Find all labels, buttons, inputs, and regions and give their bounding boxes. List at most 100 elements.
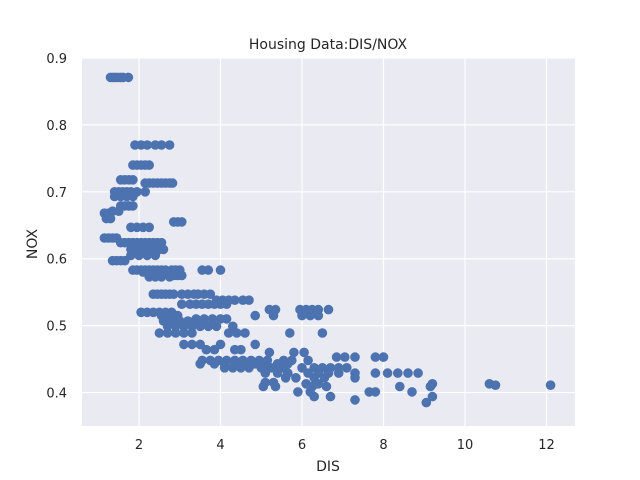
scatter-point xyxy=(264,347,275,358)
scatter-point xyxy=(250,310,260,321)
scatter-point xyxy=(144,160,154,170)
y-tick-label: 0.4 xyxy=(46,387,67,402)
scatter-point xyxy=(370,352,381,362)
x-axis-label: DIS xyxy=(316,459,340,475)
scatter-point xyxy=(425,381,436,392)
scatter-points xyxy=(99,72,556,408)
scatter-point xyxy=(280,373,291,383)
scatter-point xyxy=(128,175,138,185)
scatter-point xyxy=(128,191,138,202)
scatter-point xyxy=(260,368,271,378)
scatter-point xyxy=(168,289,179,300)
scatter-point xyxy=(340,352,350,362)
scatter-point xyxy=(407,387,417,397)
scatter-point xyxy=(134,250,144,261)
scatter-point xyxy=(370,387,381,397)
scatter-point xyxy=(317,328,328,338)
scatter-point xyxy=(382,368,393,378)
scatter-point xyxy=(179,321,189,332)
scatter-point xyxy=(223,328,234,338)
scatter-point xyxy=(545,380,556,391)
scatter-point xyxy=(293,387,303,397)
scatter-point xyxy=(323,304,334,315)
x-tick-label: 2 xyxy=(135,438,143,453)
scatter-point xyxy=(128,201,138,211)
scatter-point xyxy=(378,352,389,362)
y-tick-label: 0.6 xyxy=(46,253,67,268)
scatter-point xyxy=(209,344,220,355)
scatter-point xyxy=(179,339,189,350)
scatter-point xyxy=(123,72,134,83)
scatter-point xyxy=(272,368,283,378)
scatter-point xyxy=(250,339,260,350)
scatter-point xyxy=(393,368,403,378)
scatter-point xyxy=(164,140,175,150)
scatter-point xyxy=(154,328,165,338)
scatter-point xyxy=(140,187,150,197)
scatter-point xyxy=(203,265,214,275)
scatter-point xyxy=(207,314,218,324)
scatter-point xyxy=(321,381,332,392)
scatter-point xyxy=(209,359,220,369)
scatter-point xyxy=(268,310,279,321)
scatter-point xyxy=(221,299,232,310)
x-tick-label: 12 xyxy=(538,438,555,453)
scatter-point xyxy=(319,373,330,383)
y-tick-label: 0.8 xyxy=(46,119,67,134)
scatter-point xyxy=(201,344,212,355)
scatter-point xyxy=(291,373,301,383)
scatter-point xyxy=(350,395,360,405)
scatter-point xyxy=(236,363,246,373)
scatter-point xyxy=(170,321,181,332)
scatter-point xyxy=(289,347,299,358)
scatter-point xyxy=(195,359,205,369)
scatter-point xyxy=(205,289,216,300)
scatter-point xyxy=(187,328,197,338)
scatter-point xyxy=(258,381,269,392)
scatter-point xyxy=(199,314,209,324)
scatter-point xyxy=(120,255,130,266)
scatter-point xyxy=(342,363,352,373)
scatter-point xyxy=(228,363,238,373)
scatter-point xyxy=(244,363,254,373)
scatter-point xyxy=(370,368,381,378)
scatter-point xyxy=(187,339,197,350)
scatter-point xyxy=(203,321,214,332)
scatter-point xyxy=(285,328,295,338)
scatter-point xyxy=(156,272,167,282)
scatter-point xyxy=(297,310,307,321)
scatter-point xyxy=(490,380,501,391)
y-tick-label: 0.7 xyxy=(46,186,67,201)
scatter-point xyxy=(232,328,242,338)
scatter-point xyxy=(162,328,173,338)
scatter-point xyxy=(156,140,167,150)
scatter-point xyxy=(164,272,175,282)
x-tick-label: 8 xyxy=(379,438,387,453)
x-axis-ticks: 2 4 6 8 10 12 xyxy=(135,438,555,453)
x-tick-label: 4 xyxy=(216,438,224,453)
x-tick-label: 6 xyxy=(298,438,306,453)
y-tick-label: 0.9 xyxy=(46,52,67,67)
scatter-point xyxy=(313,310,324,321)
scatter-point xyxy=(303,355,313,366)
scatter-point xyxy=(427,391,438,402)
scatter-point xyxy=(177,217,187,227)
scatter-point xyxy=(162,321,173,332)
scatter-point xyxy=(350,373,360,383)
scatter-point xyxy=(215,265,226,275)
scatter-point xyxy=(299,347,309,358)
scatter-point xyxy=(230,295,240,306)
scatter-point xyxy=(195,321,205,332)
y-axis-label: NOX xyxy=(25,228,41,259)
scatter-point xyxy=(236,344,246,355)
scatter-point xyxy=(150,250,161,261)
scatter-point xyxy=(211,321,222,332)
scatter-point xyxy=(170,328,181,338)
scatter-point xyxy=(177,270,187,281)
scatter-point xyxy=(113,206,124,216)
x-tick-label: 10 xyxy=(457,438,474,453)
scatter-point xyxy=(244,295,254,306)
scatter-point xyxy=(331,352,342,362)
scatter-point xyxy=(187,321,197,332)
